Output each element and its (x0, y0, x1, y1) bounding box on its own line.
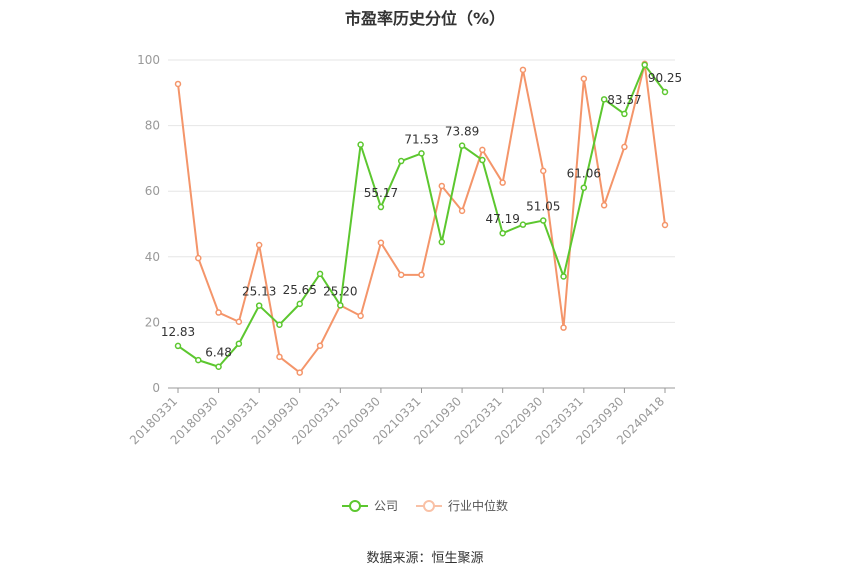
legend: 公司 行业中位数 (0, 497, 850, 514)
legend-label-industry-median: 行业中位数 (448, 499, 509, 513)
data-label-company: 61.06 (567, 167, 601, 181)
data-point-company (458, 142, 466, 149)
data-point-company (499, 229, 506, 237)
data-point-industry-median (174, 80, 182, 88)
data-label-company: 51.05 (526, 200, 560, 214)
data-point-company (641, 61, 648, 69)
legend-item-company[interactable]: 公司 (341, 497, 398, 514)
data-point-industry-median (661, 221, 669, 229)
data-point-company (519, 221, 527, 228)
data-point-company (621, 110, 628, 118)
data-point-company (276, 321, 283, 328)
y-tick-label: 40 (145, 250, 160, 264)
data-label-company: 25.13 (242, 285, 276, 299)
data-point-industry-median (276, 353, 283, 361)
data-point-company (418, 150, 425, 157)
data-label-company: 12.83 (161, 325, 195, 339)
series-line-company (177, 63, 666, 368)
y-tick-label: 100 (137, 53, 160, 67)
data-point-industry-median (438, 182, 446, 190)
source-text: 数据来源：恒生聚源 (366, 551, 484, 566)
y-tick-label: 0 (152, 381, 160, 395)
data-label-company: 25.65 (283, 283, 317, 297)
data-point-industry-median (195, 254, 202, 262)
data-label-company: 83.57 (607, 93, 641, 107)
data-label-company: 71.53 (404, 132, 438, 146)
data-point-company (580, 184, 588, 191)
legend-swatch-industry-median (416, 499, 442, 512)
data-point-company (540, 217, 547, 224)
data-point-industry-median (235, 318, 243, 325)
chart-title: 市盈率历史分位（%） (344, 9, 506, 28)
data-point-company (316, 270, 324, 278)
data-point-industry-median (418, 271, 425, 279)
data-point-company (560, 273, 567, 280)
data-point-company (235, 340, 243, 347)
data-label-company: 90.25 (648, 71, 682, 85)
data-point-company (377, 203, 385, 211)
data-point-industry-median (296, 369, 303, 376)
data-point-industry-median (621, 143, 628, 151)
data-point-company (296, 300, 303, 308)
data-point-industry-median (377, 239, 385, 246)
data-label-company: 73.89 (445, 125, 479, 139)
legend-item-industry-median[interactable]: 行业中位数 (416, 497, 508, 514)
data-point-industry-median (560, 324, 567, 331)
data-point-company (195, 356, 202, 364)
data-point-company (337, 302, 344, 309)
y-tick-label: 80 (145, 119, 160, 133)
series-line-industry-median (177, 62, 666, 374)
data-point-industry-median (519, 66, 527, 74)
y-tick-label: 60 (145, 184, 160, 198)
data-point-industry-median (316, 342, 324, 349)
data-label-company: 25.20 (323, 284, 357, 298)
data-point-industry-median (499, 179, 506, 186)
data-point-company (174, 342, 182, 350)
data-label-company: 6.48 (205, 346, 232, 360)
data-point-industry-median (580, 75, 588, 82)
data-label-company: 55.17 (364, 186, 398, 200)
data-point-industry-median (600, 202, 608, 209)
data-label-company: 47.19 (485, 212, 519, 226)
data-point-company (255, 302, 263, 309)
data-point-industry-median (479, 146, 486, 154)
data-point-company (661, 88, 669, 96)
data-point-industry-median (458, 207, 466, 215)
legend-label-company: 公司 (373, 499, 398, 513)
data-point-industry-median (397, 271, 405, 279)
data-point-company (215, 363, 222, 370)
data-point-company (438, 238, 446, 246)
data-point-industry-median (357, 312, 364, 320)
data-point-company (357, 141, 364, 148)
data-point-company (479, 156, 486, 164)
legend-swatch-company (341, 499, 368, 512)
y-tick-label: 20 (145, 315, 160, 329)
data-point-industry-median (540, 167, 547, 175)
data-point-industry-median (215, 309, 222, 316)
data-point-company (397, 157, 405, 165)
data-point-industry-median (255, 241, 263, 249)
data-point-company (600, 96, 608, 103)
